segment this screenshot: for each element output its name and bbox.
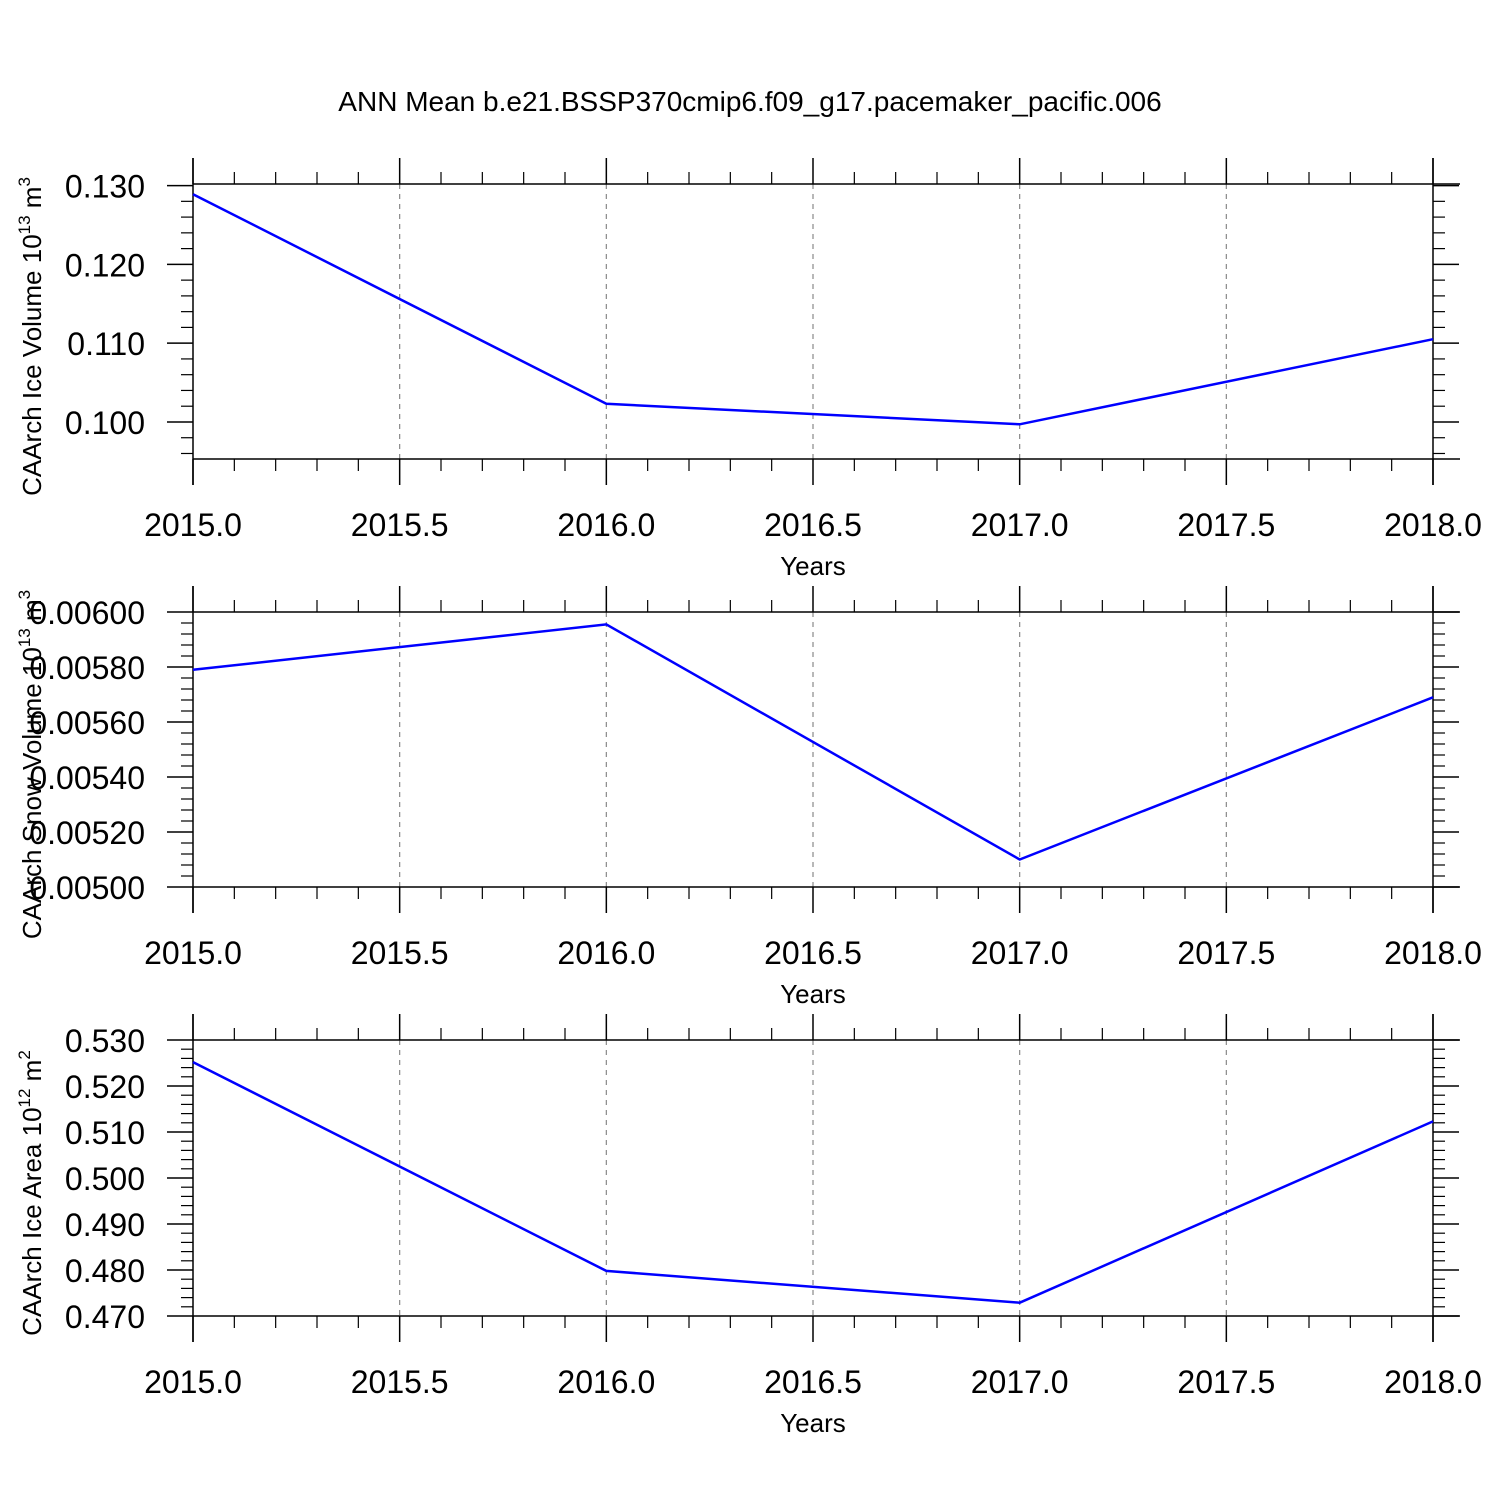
x-tick-label: 2018.0 <box>1384 935 1482 971</box>
x-tick-label: 2015.5 <box>351 1364 449 1400</box>
y-tick-label: 0.00600 <box>29 595 145 631</box>
x-tick-label: 2016.5 <box>764 1364 862 1400</box>
figure-title: ANN Mean b.e21.BSSP370cmip6.f09_g17.pace… <box>338 86 1161 117</box>
y-axis-label: CAArch Ice Volume 1013 m3 <box>15 177 47 496</box>
y-axis-label: CAArch Snow Volume 1013 m3 <box>15 590 47 939</box>
x-axis-label: Years <box>780 551 846 581</box>
y-tick-label: 0.00560 <box>29 705 145 741</box>
x-axis-label: Years <box>780 979 846 1009</box>
y-tick-label: 0.490 <box>65 1207 145 1243</box>
x-tick-label: 2017.0 <box>971 1364 1069 1400</box>
panels: 2015.0 2015.5 2016.0 2016.5 2017.0 2017.5 2018… <box>15 158 1482 1438</box>
series-line <box>192 623 1434 861</box>
y-axis-label: CAArch Ice Area 1012 m2 <box>15 1050 47 1336</box>
x-tick-label: 2018.0 <box>1384 507 1482 543</box>
x-tick-label: 2015.0 <box>144 935 242 971</box>
y-tick-label: 0.00540 <box>29 760 145 796</box>
x-tick-label: 2017.5 <box>1177 935 1275 971</box>
y-tick-label: 0.120 <box>65 247 145 283</box>
series-line <box>192 193 1434 426</box>
y-tick-label: 0.530 <box>65 1023 145 1059</box>
x-tick-label: 2017.0 <box>971 507 1069 543</box>
y-tick-label: 0.100 <box>65 405 145 441</box>
x-tick-label: 2016.5 <box>764 507 862 543</box>
y-tick-label: 0.500 <box>65 1161 145 1197</box>
x-tick-label: 2017.5 <box>1177 507 1275 543</box>
x-tick-label: 2015.0 <box>144 1364 242 1400</box>
panel-2: 2015.0 2015.5 2016.0 2016.5 2017.0 2017.5 2018… <box>15 586 1482 1009</box>
x-tick-label: 2016.0 <box>557 507 655 543</box>
x-tick-label: 2016.5 <box>764 935 862 971</box>
y-tick-label: 0.00500 <box>29 870 145 906</box>
series-line <box>192 1060 1434 1304</box>
x-tick-label: 2017.0 <box>971 935 1069 971</box>
y-tick-label: 0.00520 <box>29 815 145 851</box>
x-tick-label: 2015.5 <box>351 935 449 971</box>
y-tick-label: 0.520 <box>65 1069 145 1105</box>
y-tick-label: 0.510 <box>65 1115 145 1151</box>
y-tick-label: 0.130 <box>65 169 145 205</box>
y-tick-label: 0.470 <box>65 1299 145 1335</box>
x-tick-label: 2017.5 <box>1177 1364 1275 1400</box>
y-tick-label: 0.110 <box>67 326 145 362</box>
x-tick-label: 2016.0 <box>557 935 655 971</box>
x-tick-label: 2018.0 <box>1384 1364 1482 1400</box>
x-tick-label: 2015.5 <box>351 507 449 543</box>
x-tick-label: 2015.0 <box>144 507 242 543</box>
panel-3: 2015.0 2015.5 2016.0 2016.5 2017.0 2017.5 2018… <box>15 1014 1482 1438</box>
y-tick-label: 0.00580 <box>29 650 145 686</box>
x-tick-label: 2016.0 <box>557 1364 655 1400</box>
panel-1: 2015.0 2015.5 2016.0 2016.5 2017.0 2017.5 2018… <box>15 158 1482 581</box>
x-axis-label: Years <box>780 1408 846 1438</box>
y-tick-label: 0.480 <box>65 1253 145 1289</box>
